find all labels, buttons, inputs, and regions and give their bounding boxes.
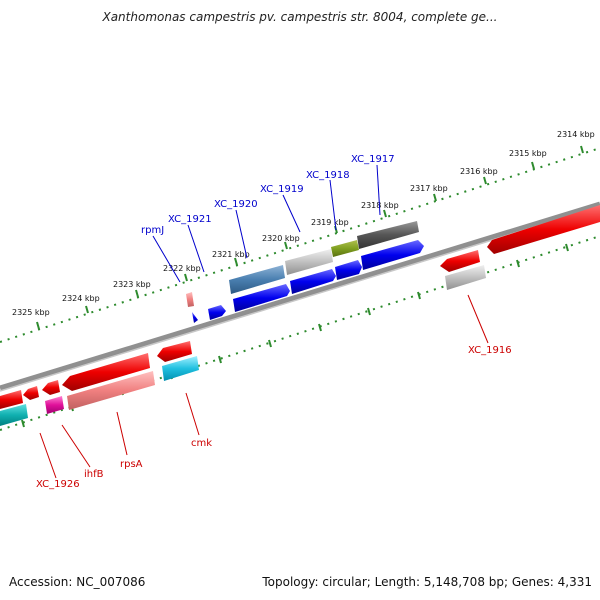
tick-label-2317: 2317 kbp [410,184,448,193]
tick-label-2319: 2319 kbp [311,218,349,227]
genome-backbone [0,201,600,391]
gene-XC_1920[interactable] [229,265,285,294]
reverse-callouts [39,294,489,479]
tick-label-2315: 2315 kbp [509,149,547,158]
gene-forward-blue-6[interactable] [192,312,198,323]
tick-label-2321: 2321 kbp [212,250,250,259]
accession-text: Accession: NC_007086 [9,575,146,589]
tick-label-2314: 2314 kbp [557,130,595,139]
gene-rpsA-red[interactable] [62,353,150,391]
label-XC_1919[interactable]: XC_1919 [260,184,304,195]
gene-XC_1916[interactable] [440,250,480,272]
gene-reverse-red-right[interactable] [487,205,600,254]
gene-XC_1926[interactable] [0,404,28,426]
gene-left-red[interactable] [0,390,23,409]
label-cmk[interactable]: cmk [191,438,212,449]
gene-rpsA[interactable] [67,371,155,410]
gene-XC_1918[interactable] [331,240,359,257]
gene-cmk-red[interactable] [157,341,192,362]
gene-forward-blue-2[interactable] [335,260,362,280]
label-rpmJ[interactable]: rpmJ [141,225,164,236]
reverse-genes[interactable] [0,205,600,426]
gene-ihfB[interactable] [45,396,64,414]
label-XC_1918[interactable]: XC_1918 [306,170,350,181]
label-XC_1921[interactable]: XC_1921 [168,214,212,225]
upper-major-ticks [36,145,584,330]
topology-stats: Topology: circular; Length: 5,148,708 bp… [262,575,592,589]
tick-label-2322: 2322 kbp [163,264,201,273]
gene-cmk[interactable] [162,356,199,381]
gene-XC_1917[interactable] [357,221,419,249]
upper-tick-track [0,147,600,343]
gene-forward-blue-1[interactable] [361,240,424,270]
label-XC_1926[interactable]: XC_1926 [36,479,80,490]
gene-forward-blue-4[interactable] [233,284,290,312]
label-rpsA[interactable]: rpsA [120,459,143,470]
tick-label-2316: 2316 kbp [460,167,498,176]
gene-ihfB-red[interactable] [42,380,60,395]
gene-forward-blue-3[interactable] [290,269,336,294]
forward-genes[interactable] [186,221,424,323]
tick-label-2320: 2320 kbp [262,234,300,243]
label-XC_1916[interactable]: XC_1916 [468,345,512,356]
tick-label-2324: 2324 kbp [62,294,100,303]
tick-label-2325: 2325 kbp [12,308,50,317]
forward-callouts [152,164,381,283]
gene-XC_1926-red[interactable] [23,386,39,400]
label-XC_1920[interactable]: XC_1920 [214,199,258,210]
gene-rpmJ[interactable] [186,292,194,307]
gene-XC_1919[interactable] [285,249,333,275]
gene-forward-blue-5[interactable] [208,305,226,320]
label-XC_1917[interactable]: XC_1917 [351,154,395,165]
gene-gray-small[interactable] [445,265,486,290]
label-ihfB[interactable]: ihfB [84,469,104,480]
map-title: Xanthomonas campestris pv. campestris st… [102,10,498,24]
tick-label-2323: 2323 kbp [113,280,151,289]
